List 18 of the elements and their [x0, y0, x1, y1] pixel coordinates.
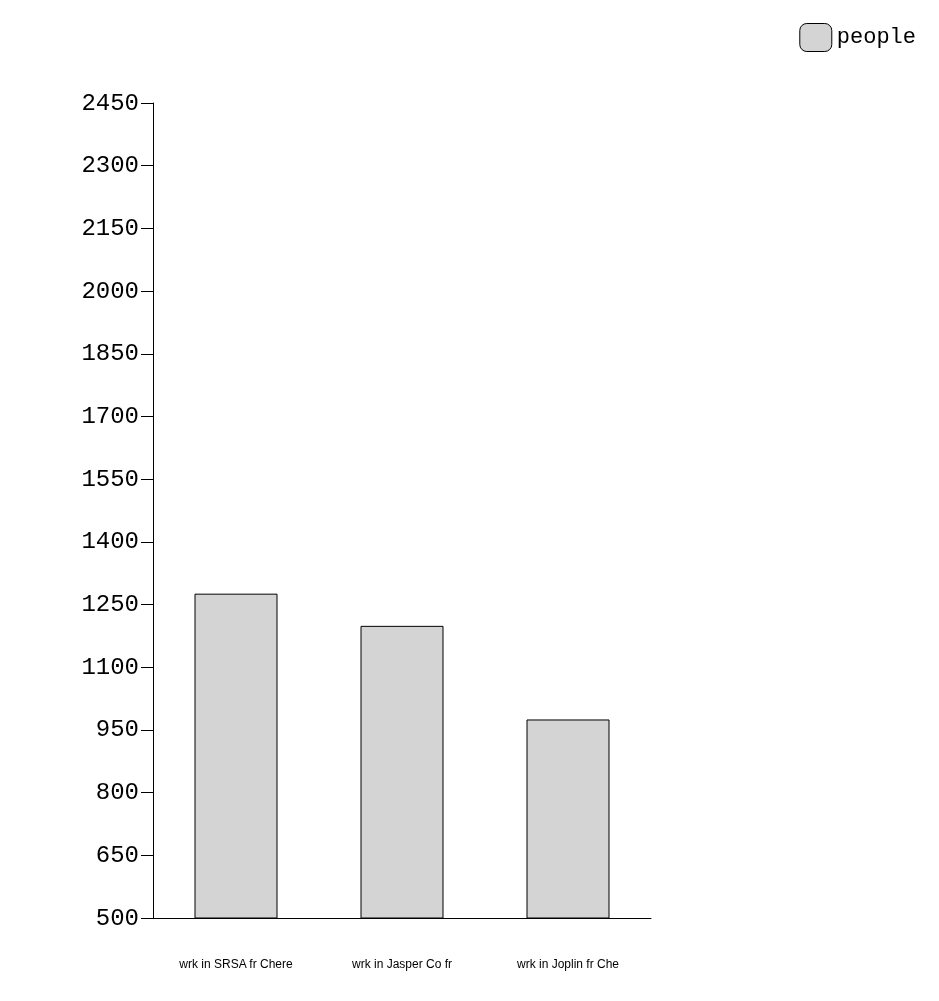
y-tick-label: 2300: [81, 152, 139, 180]
y-tick-label: 2450: [81, 89, 139, 117]
y-tick-label: 500: [95, 904, 139, 932]
y-tick-label: 1250: [81, 591, 139, 619]
legend-label: people: [836, 25, 917, 50]
x-tick-label: wrk in SRSA fr Chere: [178, 957, 294, 971]
y-tick-label: 2150: [81, 214, 139, 242]
y-tick-label: 1100: [81, 653, 139, 681]
y-tick-label: 1700: [81, 402, 139, 430]
y-tick-label: 1400: [81, 528, 139, 556]
y-tick-label: 1850: [81, 340, 139, 368]
y-tick-label: 1550: [81, 465, 139, 493]
y-tick-label: 2000: [81, 277, 139, 305]
x-tick-label: wrk in Jasper Co fr: [350, 957, 453, 971]
x-tick-label: wrk in Joplin fr Che: [515, 957, 620, 971]
y-tick-label: 950: [95, 716, 139, 744]
y-tick-label: 650: [95, 841, 139, 869]
y-tick-label: 800: [95, 779, 139, 807]
